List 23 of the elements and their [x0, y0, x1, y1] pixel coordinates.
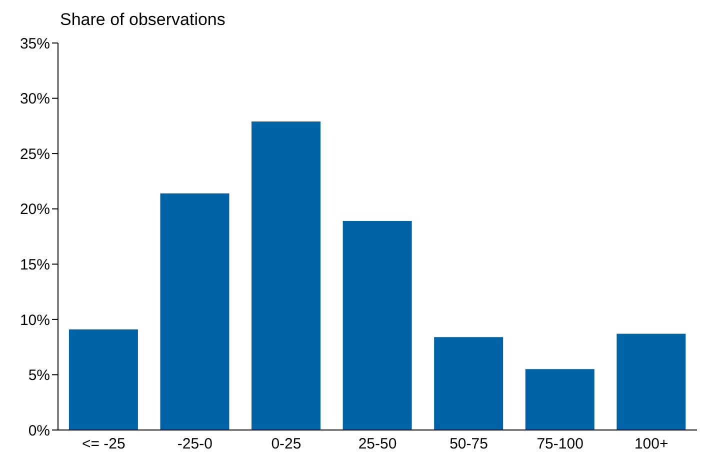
y-tick-label: 5%	[28, 367, 50, 384]
y-tick-label: 10%	[20, 312, 50, 329]
x-tick-label: 100+	[634, 436, 668, 453]
y-tick-label: 35%	[20, 35, 50, 52]
y-tick-label: 0%	[28, 422, 50, 440]
y-tick-label: 15%	[20, 256, 50, 274]
bar	[434, 337, 504, 430]
bar	[252, 122, 321, 430]
bar	[160, 193, 230, 430]
x-tick-label: <= -25	[82, 436, 126, 453]
x-tick-label: 0-25	[271, 436, 302, 453]
x-tick-label: 50-75	[450, 436, 488, 453]
bar	[68, 329, 138, 430]
bar	[525, 369, 594, 430]
y-tick-label: 25%	[20, 146, 50, 163]
x-tick-label: -25-0	[177, 436, 212, 453]
bar	[342, 221, 412, 430]
y-axis-title: Share of observations	[60, 10, 226, 30]
x-tick-label: 75-100	[536, 436, 584, 453]
bar	[616, 334, 686, 430]
y-tick-label: 20%	[20, 201, 50, 218]
y-tick-label: 30%	[20, 90, 50, 108]
x-tick-label: 25-50	[358, 436, 397, 453]
